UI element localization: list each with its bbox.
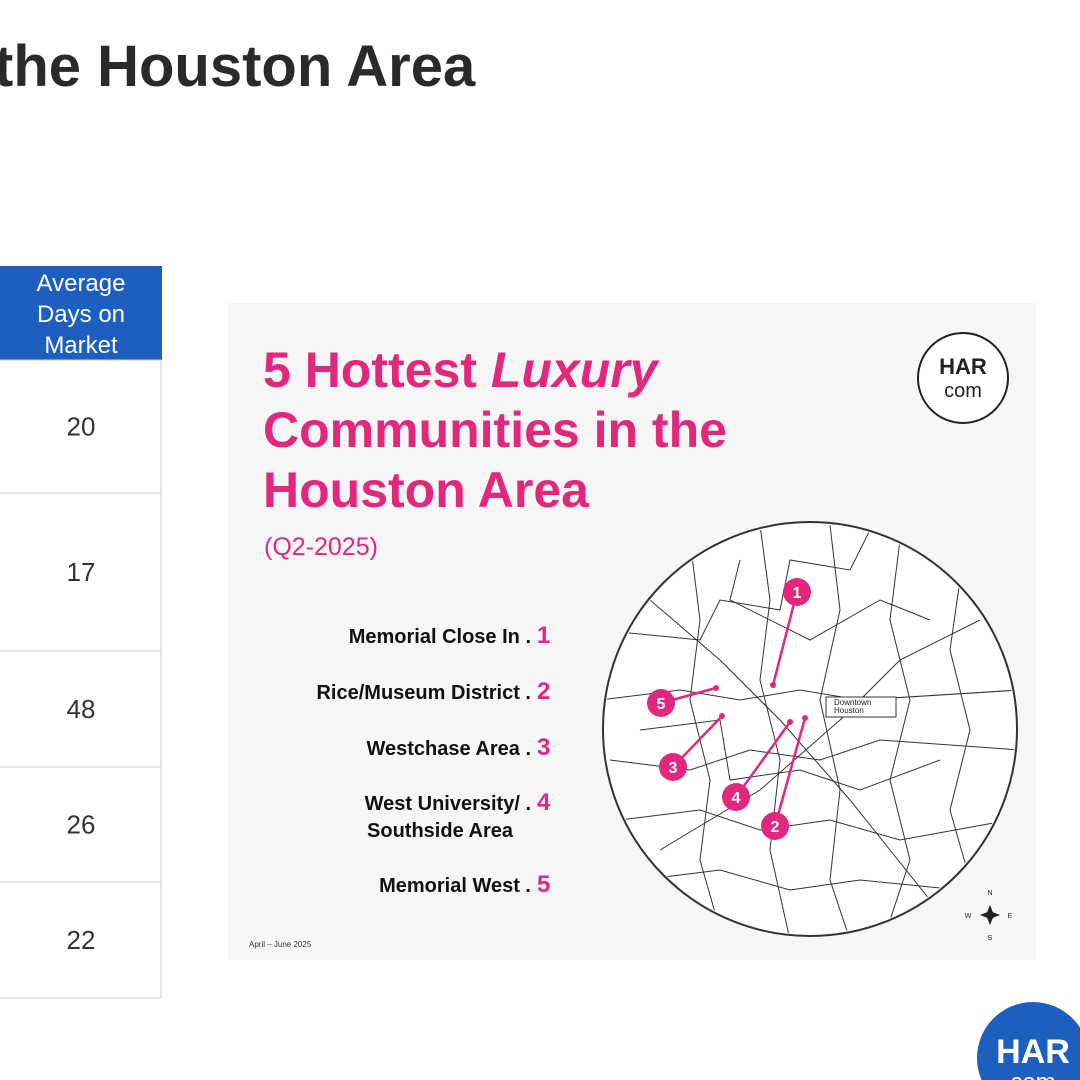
community-name: Memorial Close In .: [349, 626, 531, 648]
community-rank: 4: [537, 789, 551, 816]
marker-leader: [773, 717, 807, 827]
page-title: the Houston Area: [0, 34, 476, 99]
compass-letter: N: [987, 890, 992, 897]
marker: [783, 578, 811, 606]
infographic-title: 5 Hottest Luxury: [263, 342, 660, 398]
marker: [761, 812, 789, 840]
table-header-bg: [0, 266, 162, 360]
logo-text: com: [944, 380, 982, 402]
marker-number: 5: [657, 696, 666, 713]
marker-leader: [734, 721, 792, 798]
footer-logo[interactable]: [977, 1002, 1080, 1080]
marker: [647, 689, 675, 717]
marker-number: 3: [669, 760, 678, 777]
marker-dot: [770, 682, 776, 688]
community-rank: 3: [537, 734, 550, 761]
table-value: 20: [67, 412, 96, 442]
footnote: April – June 2025: [249, 940, 312, 949]
marker: [722, 783, 750, 811]
marker-dot: [713, 685, 719, 691]
community-list: Memorial Close In . 1 Rice/Museum District…: [316, 622, 551, 898]
community-name: Memorial West .: [379, 875, 531, 897]
table-cell: [0, 650, 162, 768]
logo: [917, 332, 1009, 424]
table-value: 48: [67, 694, 96, 724]
map-markers: 1 2 3 4 5: [647, 578, 811, 840]
community-name: Westchase Area .: [366, 738, 531, 760]
footer-logo-text: com: [1010, 1069, 1055, 1080]
community-name: West University/ .: [365, 793, 531, 815]
community-name: Southside Area: [367, 820, 514, 842]
table: Average Days on Market 20 17 48 26 22: [0, 270, 162, 999]
table-value: 17: [67, 557, 96, 587]
title-italic: Luxury: [491, 342, 660, 398]
table-value: 26: [67, 810, 96, 840]
compass-letter: E: [1008, 913, 1013, 920]
community-rank: 5: [537, 871, 550, 898]
marker-dot: [719, 713, 725, 719]
logo-text: HAR: [939, 354, 987, 379]
map-label: Downtown: [834, 698, 871, 707]
table-cell: [0, 492, 162, 652]
table-cell: [0, 359, 162, 494]
table-header: Average: [37, 270, 126, 297]
compass: N E S W: [965, 890, 1013, 942]
map-outline: [602, 521, 1018, 937]
marker-number: 4: [732, 790, 741, 807]
map-label: Houston: [834, 706, 864, 715]
table-value: 22: [67, 925, 96, 955]
community-rank: 2: [537, 678, 550, 705]
table-header: Market: [44, 332, 118, 359]
community-rank: 1: [537, 622, 550, 649]
marker: [659, 753, 687, 781]
table-cell: [0, 881, 162, 999]
map-label-box: [825, 696, 897, 718]
infographic-title: Houston Area: [263, 462, 590, 518]
footer-logo-text: HAR: [996, 1033, 1070, 1071]
table-cell: [0, 766, 162, 883]
marker-dot: [787, 719, 793, 725]
compass-letter: S: [988, 935, 993, 942]
title-plain: 5 Hottest: [263, 342, 477, 398]
marker-dot: [802, 715, 808, 721]
community-name: Rice/Museum District .: [316, 682, 531, 704]
marker-number: 1: [793, 585, 802, 602]
marker-leader: [771, 591, 799, 686]
compass-letter: W: [965, 913, 972, 920]
period: (Q2-2025): [264, 533, 378, 561]
table-header: Days on: [37, 301, 125, 328]
infographic-title: Communities in the: [263, 402, 727, 458]
marker-number: 2: [771, 819, 780, 836]
